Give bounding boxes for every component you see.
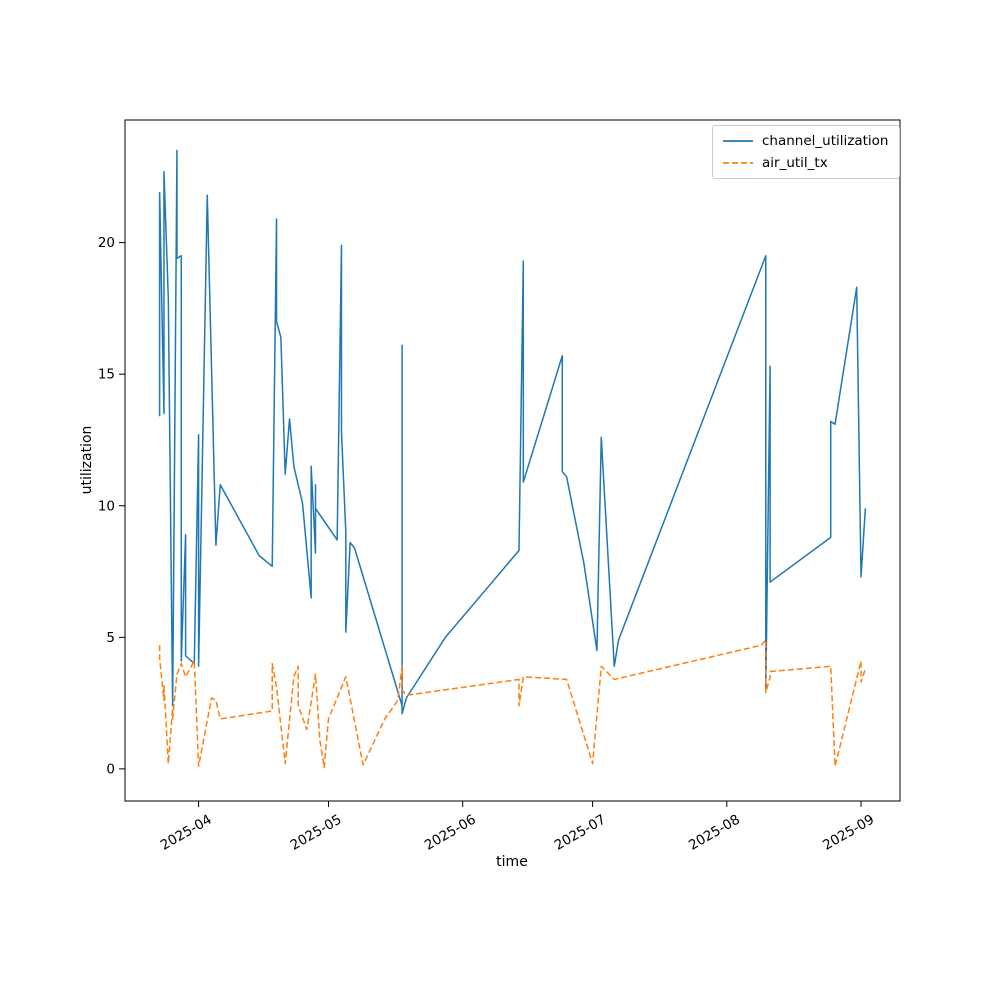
y-tick-label: 20: [98, 235, 115, 251]
x-tick-label: 2025-05: [288, 812, 345, 854]
x-axis-label: time: [496, 854, 528, 870]
plot-spine: [124, 119, 901, 802]
axis-ticks: [119, 242, 862, 807]
legend-line-sample-solid: [723, 140, 753, 142]
x-tick-label: 2025-09: [820, 812, 877, 854]
x-tick-label: 2025-08: [686, 812, 743, 854]
legend-label: channel_utilization: [762, 133, 889, 149]
x-tick-label: 2025-07: [552, 812, 609, 854]
axis-tick-labels: 2025-04 2025-05 2025-06 2025-07 2025-08 2025-…: [98, 235, 877, 854]
legend-item-air-util-tx: air_util_tx: [722, 153, 889, 173]
legend: channel_utilization air_util_tx: [712, 125, 900, 179]
data-series: [158, 149, 867, 769]
y-tick-label: 15: [98, 367, 115, 383]
y-tick-label: 5: [106, 630, 115, 646]
x-tick-label: 2025-04: [158, 812, 215, 854]
series-channel_utilization-line: [158, 149, 867, 715]
series-air_util_tx-line: [158, 639, 867, 769]
legend-item-channel-utilization: channel_utilization: [722, 131, 889, 151]
legend-line-sample-dashed: [723, 162, 753, 164]
x-tick-label: 2025-06: [422, 812, 479, 854]
legend-label: air_util_tx: [762, 155, 828, 171]
y-tick-label: 10: [98, 498, 115, 514]
y-axis-label: utilization: [79, 426, 95, 495]
plot-area-border: [124, 119, 901, 802]
y-tick-label: 0: [106, 761, 115, 777]
